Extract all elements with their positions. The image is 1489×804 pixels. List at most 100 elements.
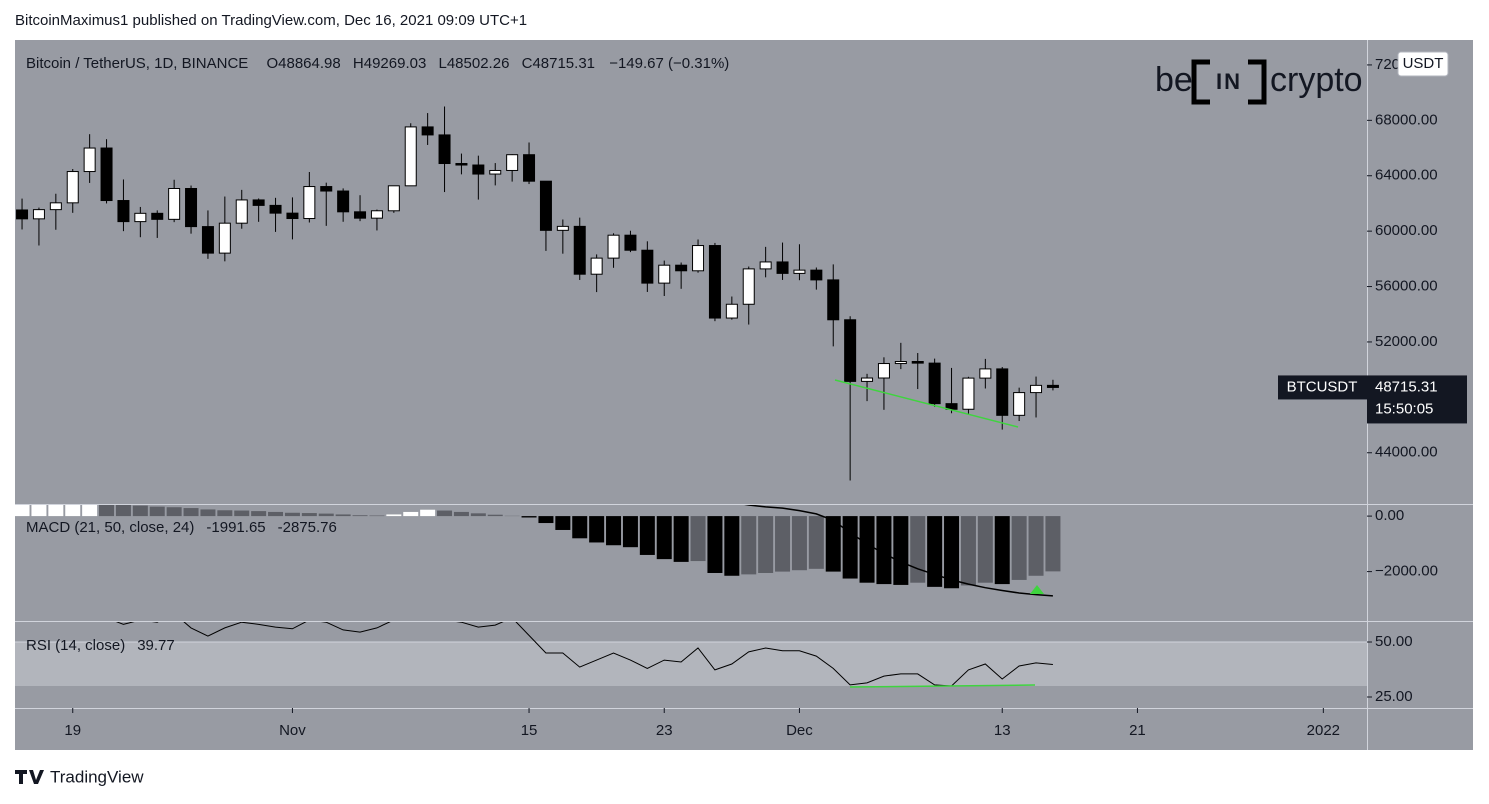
candle-body xyxy=(692,245,705,272)
candle-body xyxy=(421,126,434,136)
macd-bar xyxy=(1028,516,1044,576)
rsi-trendline xyxy=(849,684,1036,688)
macd-bar xyxy=(166,507,182,517)
rsi-label: RSI (14, close) xyxy=(26,637,125,654)
logo-gap xyxy=(1210,58,1248,106)
macd-label: MACD (21, 50, close, 24) xyxy=(26,519,194,536)
macd-bar xyxy=(284,512,300,517)
candle-body xyxy=(911,361,924,364)
candle-body xyxy=(641,249,654,284)
macd-arrow xyxy=(1030,585,1044,594)
beincrypto-logo: be IN crypto xyxy=(1155,58,1363,106)
macd-bar xyxy=(944,516,960,589)
macd-bar xyxy=(31,505,47,517)
change: −149.67 (−0.31%) xyxy=(609,55,729,72)
candle-body xyxy=(218,222,231,254)
macd-bar xyxy=(825,516,841,572)
candle-body xyxy=(624,234,637,251)
rsi-tick-label: 50.00 xyxy=(1375,633,1413,650)
candle-body xyxy=(286,212,299,220)
macd-tick-label: −2000.00 xyxy=(1375,563,1438,580)
rsi-legend: RSI (14, close) 39.77 xyxy=(26,637,175,654)
candle-body xyxy=(793,269,806,274)
macd-bar xyxy=(1045,516,1061,572)
currency-text: USDT xyxy=(1403,55,1444,72)
candle-body xyxy=(168,188,181,220)
l-label: L xyxy=(439,55,447,72)
symbol-badge-text: BTCUSDT xyxy=(1287,378,1358,395)
macd-bar xyxy=(420,509,436,517)
macd-bar xyxy=(183,508,199,517)
logo-be: be xyxy=(1155,61,1193,99)
macd-bar xyxy=(132,505,148,517)
l-value: 48502.26 xyxy=(447,55,510,72)
macd-bar xyxy=(352,515,368,517)
logo-crypto: crypto xyxy=(1270,61,1363,99)
tv-icon xyxy=(15,770,44,784)
legend: Bitcoin / TetherUS, 1D, BINANCE O48864.9… xyxy=(26,55,729,654)
macd-bar xyxy=(622,516,638,548)
macd-bar xyxy=(707,516,723,573)
candle-body xyxy=(66,171,79,204)
macd-bar xyxy=(994,516,1010,585)
macd-bar xyxy=(673,516,689,562)
macd-bar xyxy=(656,516,672,560)
time-tick-label: Dec xyxy=(786,722,813,739)
macd-bar xyxy=(639,516,655,555)
macd-bar xyxy=(741,516,757,575)
time-tick-label: 21 xyxy=(1129,722,1146,739)
macd-bar xyxy=(48,505,64,517)
macd-bar xyxy=(217,510,233,517)
candle-body xyxy=(354,211,367,219)
macd-bar xyxy=(977,516,993,583)
macd-bar xyxy=(775,516,791,572)
macd-bar xyxy=(470,513,486,517)
candle-body xyxy=(962,377,975,410)
candle-body xyxy=(844,319,857,382)
price-tick-label: 52000.00 xyxy=(1375,333,1438,350)
footer: TradingView xyxy=(15,767,144,786)
macd-bar xyxy=(859,516,875,583)
macd-signal-value: -2875.76 xyxy=(278,519,337,536)
candle-body xyxy=(100,147,113,202)
candle-body xyxy=(387,185,400,212)
price-tick-label: 44000.00 xyxy=(1375,444,1438,461)
o-value: 48864.98 xyxy=(278,55,341,72)
macd-pane xyxy=(15,505,1061,597)
candle-body xyxy=(1013,392,1026,416)
time-tick-label: 19 xyxy=(64,722,81,739)
publisher: BitcoinMaximus1 published on TradingView… xyxy=(15,12,527,29)
candle-body xyxy=(404,126,417,187)
macd-bar xyxy=(234,510,250,517)
macd-bar xyxy=(876,516,892,585)
candle-body xyxy=(370,210,383,219)
rsi-pane xyxy=(15,641,1367,687)
c-label: C xyxy=(522,55,533,72)
candle-body xyxy=(979,368,992,379)
h-label: H xyxy=(353,55,364,72)
macd-bar xyxy=(555,516,571,530)
macd-tick-label: 0.00 xyxy=(1375,507,1404,524)
macd-bar xyxy=(538,516,554,524)
macd-bar xyxy=(200,509,216,517)
macd-bar xyxy=(1011,516,1027,580)
logo-in: IN xyxy=(1216,69,1242,94)
candle-body xyxy=(894,361,907,365)
macd-bar xyxy=(589,516,605,543)
chart-frame xyxy=(15,40,1473,750)
macd-bar xyxy=(403,511,419,517)
candle-body xyxy=(996,368,1009,416)
candle-body xyxy=(827,279,840,321)
candle-body xyxy=(523,154,536,182)
candle-body xyxy=(877,363,890,379)
candle-body xyxy=(185,188,198,228)
candle-body xyxy=(201,226,214,254)
candle-body xyxy=(489,169,502,175)
price-tick-label: 60000.00 xyxy=(1375,222,1438,239)
macd-bar xyxy=(301,513,317,517)
rsi-tick-label: 25.00 xyxy=(1375,688,1413,705)
macd-bar xyxy=(149,506,165,517)
macd-bar xyxy=(842,516,858,579)
macd-bar xyxy=(572,516,588,539)
